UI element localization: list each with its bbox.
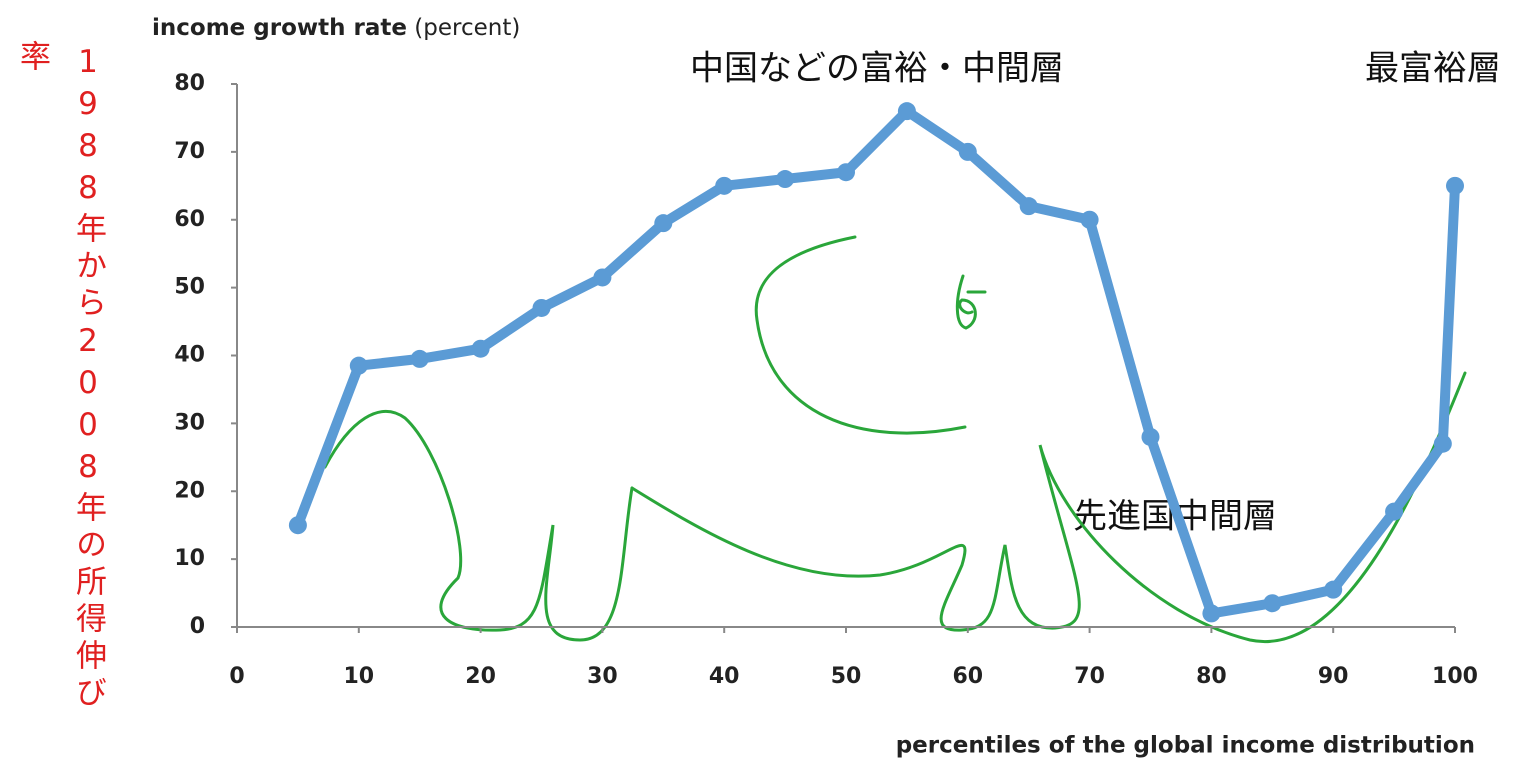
y-tick-label: 30 xyxy=(174,410,205,435)
y-tick-label: 60 xyxy=(174,207,205,232)
y-tick-label: 80 xyxy=(174,71,205,96)
point xyxy=(349,356,368,375)
point xyxy=(1141,427,1160,446)
point xyxy=(1385,502,1404,521)
point xyxy=(1446,176,1464,195)
y-label-main: income growth rate xyxy=(152,15,407,41)
point xyxy=(1433,434,1452,453)
point xyxy=(593,268,612,287)
x-tick-label: 80 xyxy=(1196,664,1227,689)
x-tick-label: 0 xyxy=(229,664,244,689)
point xyxy=(1263,594,1282,613)
y-tick-label: 50 xyxy=(174,275,205,300)
x-tick-label: 60 xyxy=(952,664,983,689)
annotation: 最富裕層 xyxy=(1365,49,1501,89)
point xyxy=(410,349,429,368)
x-tick-label: 10 xyxy=(343,664,374,689)
point xyxy=(1202,604,1221,623)
point xyxy=(288,516,307,535)
y-axis-label: income growth rate (percent) xyxy=(152,15,520,41)
x-tick-label: 90 xyxy=(1318,664,1349,689)
point xyxy=(776,170,795,189)
line xyxy=(293,106,1460,619)
point xyxy=(1019,197,1038,216)
elephant-doodle xyxy=(323,235,1467,644)
y-tick-label: 10 xyxy=(174,546,205,571)
point xyxy=(471,339,490,358)
y-tick-label: 70 xyxy=(174,139,205,164)
doodle xyxy=(754,235,967,435)
point xyxy=(897,102,916,121)
x-axis-label: percentiles of the global income distrib… xyxy=(896,733,1475,759)
point xyxy=(958,142,977,161)
point xyxy=(532,298,551,317)
annotation: 中国などの富裕・中間層 xyxy=(690,49,1064,89)
x-tick-label: 20 xyxy=(465,664,496,689)
x-tick-label: 70 xyxy=(1074,664,1105,689)
x-tick-label: 100 xyxy=(1432,664,1478,689)
point xyxy=(715,176,734,195)
x-tick-label: 50 xyxy=(831,664,862,689)
point xyxy=(654,214,673,233)
y-tick-label: 20 xyxy=(174,478,205,503)
side-label-end: 率 xyxy=(14,40,50,77)
y-label-unit: (percent) xyxy=(414,15,520,41)
point xyxy=(1324,580,1343,599)
doodle xyxy=(323,410,634,642)
doodle xyxy=(955,274,987,330)
y-tick-label: 0 xyxy=(190,614,205,639)
point xyxy=(1080,210,1099,229)
x-tick-label: 30 xyxy=(587,664,618,689)
y-tick-label: 40 xyxy=(174,343,205,368)
x-tick-label: 40 xyxy=(709,664,740,689)
side-label: 1988年から2008年の所得伸び xyxy=(70,44,106,713)
doodle xyxy=(630,371,1467,644)
point xyxy=(837,163,855,182)
